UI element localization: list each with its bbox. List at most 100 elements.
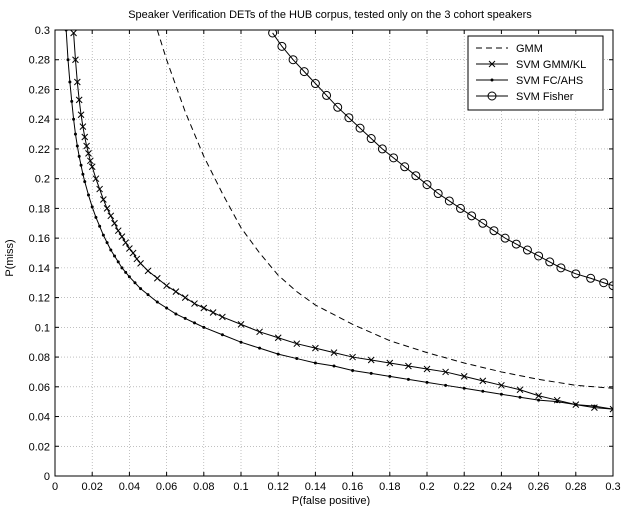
- x-tick-label: 0.16: [342, 481, 363, 493]
- series-line-svm-gmm-kl: [73, 32, 613, 410]
- data-point-svm-fc-ahs: [113, 254, 117, 258]
- data-point-svm-gmm-kl: [293, 340, 301, 348]
- data-point-svm-fc-ahs: [537, 398, 541, 402]
- x-tick-label: 0.08: [193, 481, 214, 493]
- data-point-svm-fisher: [534, 251, 544, 261]
- data-point-svm-fisher: [608, 281, 613, 291]
- x-tick-label: 0.1: [233, 481, 248, 493]
- legend-entry-gmm: GMM: [476, 43, 543, 55]
- data-point-svm-fisher: [433, 189, 443, 199]
- data-point-svm-fc-ahs: [444, 383, 448, 387]
- x-tick-label: 0: [52, 481, 58, 493]
- data-point-svm-gmm-kl: [133, 255, 141, 263]
- data-point-svm-fc-ahs: [518, 395, 522, 399]
- data-point-svm-gmm-kl: [479, 377, 487, 385]
- data-point-svm-fisher: [586, 273, 596, 283]
- data-point-svm-fisher: [422, 180, 432, 190]
- data-point-svm-fc-ahs: [406, 377, 410, 381]
- data-point-svm-fc-ahs: [73, 132, 77, 136]
- data-point-svm-fisher: [288, 55, 298, 65]
- data-point-svm-fisher: [556, 263, 566, 273]
- y-tick-label: 0.08: [29, 352, 50, 364]
- data-point-svm-gmm-kl: [172, 288, 180, 296]
- data-point-svm-gmm-kl: [312, 344, 319, 352]
- series-svm-fisher: [268, 30, 613, 291]
- data-point-svm-fc-ahs: [388, 374, 392, 378]
- y-tick-label: 0.02: [29, 441, 50, 453]
- data-point-svm-fisher: [455, 203, 465, 213]
- data-point-svm-fisher: [333, 102, 343, 112]
- data-point-svm-fc-ahs: [105, 241, 109, 245]
- data-point-svm-fc-ahs: [109, 248, 113, 252]
- x-tick-label: 0.18: [379, 481, 400, 493]
- data-point-svm-fc-ahs: [72, 117, 76, 121]
- data-point-svm-fisher: [366, 134, 376, 144]
- data-point-svm-fisher: [377, 144, 387, 154]
- data-point-svm-gmm-kl: [423, 365, 431, 373]
- x-tick-label: 0.06: [156, 481, 177, 493]
- data-point-svm-fisher: [444, 196, 454, 206]
- data-point-svm-fisher: [522, 245, 532, 255]
- data-point-svm-fc-ahs: [276, 352, 280, 356]
- data-point-svm-fc-ahs: [258, 346, 262, 350]
- data-point-svm-fc-ahs: [220, 333, 224, 337]
- chart-title: Speaker Verification DETs of the HUB cor…: [128, 9, 532, 21]
- data-point-svm-gmm-kl: [72, 56, 79, 64]
- legend-entry-svm-fc-ahs: SVM FC/AHS: [476, 75, 583, 87]
- y-tick-label: 0.26: [29, 84, 50, 96]
- data-point-svm-fc-ahs: [239, 340, 243, 344]
- data-point-svm-gmm-kl: [181, 294, 189, 301]
- data-point-svm-fc-ahs: [120, 266, 124, 270]
- data-point-svm-gmm-kl: [107, 212, 115, 220]
- data-point-svm-gmm-kl: [274, 334, 282, 342]
- data-point-svm-fisher: [322, 90, 332, 100]
- data-point-svm-gmm-kl: [122, 239, 130, 246]
- x-tick-label: 0.3: [605, 481, 620, 493]
- data-point-svm-fc-ahs: [70, 99, 74, 103]
- data-point-svm-gmm-kl: [330, 349, 338, 356]
- legend-label-svm-fisher: SVM Fisher: [516, 91, 574, 103]
- legend: GMM SVM GMM/KL SVM FC/AHS SVM Fisher: [467, 35, 604, 111]
- plot-frame: [54, 29, 614, 477]
- data-point-svm-fisher: [500, 233, 510, 243]
- data-point-svm-fisher: [389, 153, 399, 163]
- data-point-svm-fisher: [599, 278, 609, 288]
- y-tick-label: 0.04: [29, 412, 50, 424]
- data-point-svm-gmm-kl: [237, 321, 245, 328]
- data-point-svm-fc-ahs: [202, 325, 206, 329]
- data-point-svm-gmm-kl: [191, 300, 198, 307]
- data-point-svm-fc-ahs: [86, 193, 90, 197]
- data-point-svm-fisher: [467, 211, 477, 221]
- data-point-svm-fc-ahs: [124, 270, 128, 274]
- x-tick-label: 0.14: [305, 481, 326, 493]
- series-svm-fc-ahs: [64, 30, 613, 411]
- data-point-svm-fc-ahs: [116, 260, 120, 264]
- data-point-svm-fisher: [277, 41, 287, 51]
- legend-entry-svm-gmm-kl: SVM GMM/KL: [476, 59, 586, 71]
- data-point-svm-gmm-kl: [88, 163, 96, 171]
- data-point-svm-gmm-kl: [405, 362, 412, 370]
- data-point-svm-fc-ahs: [66, 58, 70, 62]
- legend-marker-svm-fisher: [487, 91, 497, 101]
- data-point-svm-fc-ahs: [83, 180, 87, 184]
- legend-marker-svm-fc-ahs: [490, 78, 494, 82]
- data-point-svm-fisher: [511, 239, 521, 249]
- legend-label-gmm: GMM: [516, 43, 543, 55]
- y-tick-label: 0.28: [29, 55, 50, 67]
- y-tick-label: 0: [44, 471, 50, 483]
- data-point-svm-gmm-kl: [70, 30, 77, 37]
- data-point-svm-gmm-kl: [100, 196, 107, 203]
- data-point-svm-gmm-kl: [219, 313, 226, 321]
- data-point-svm-fc-ahs: [332, 364, 336, 368]
- data-point-svm-gmm-kl: [118, 233, 126, 241]
- data-point-svm-fisher: [545, 257, 555, 267]
- y-tick-label: 0.2: [35, 174, 50, 186]
- data-point-svm-fc-ahs: [127, 275, 131, 279]
- data-point-svm-gmm-kl: [498, 381, 505, 389]
- data-point-svm-gmm-kl: [81, 133, 89, 141]
- data-point-svm-gmm-kl: [535, 392, 542, 400]
- data-point-svm-fc-ahs: [425, 380, 429, 384]
- y-tick-label: 0.3: [35, 25, 50, 37]
- data-point-svm-fisher: [310, 79, 320, 89]
